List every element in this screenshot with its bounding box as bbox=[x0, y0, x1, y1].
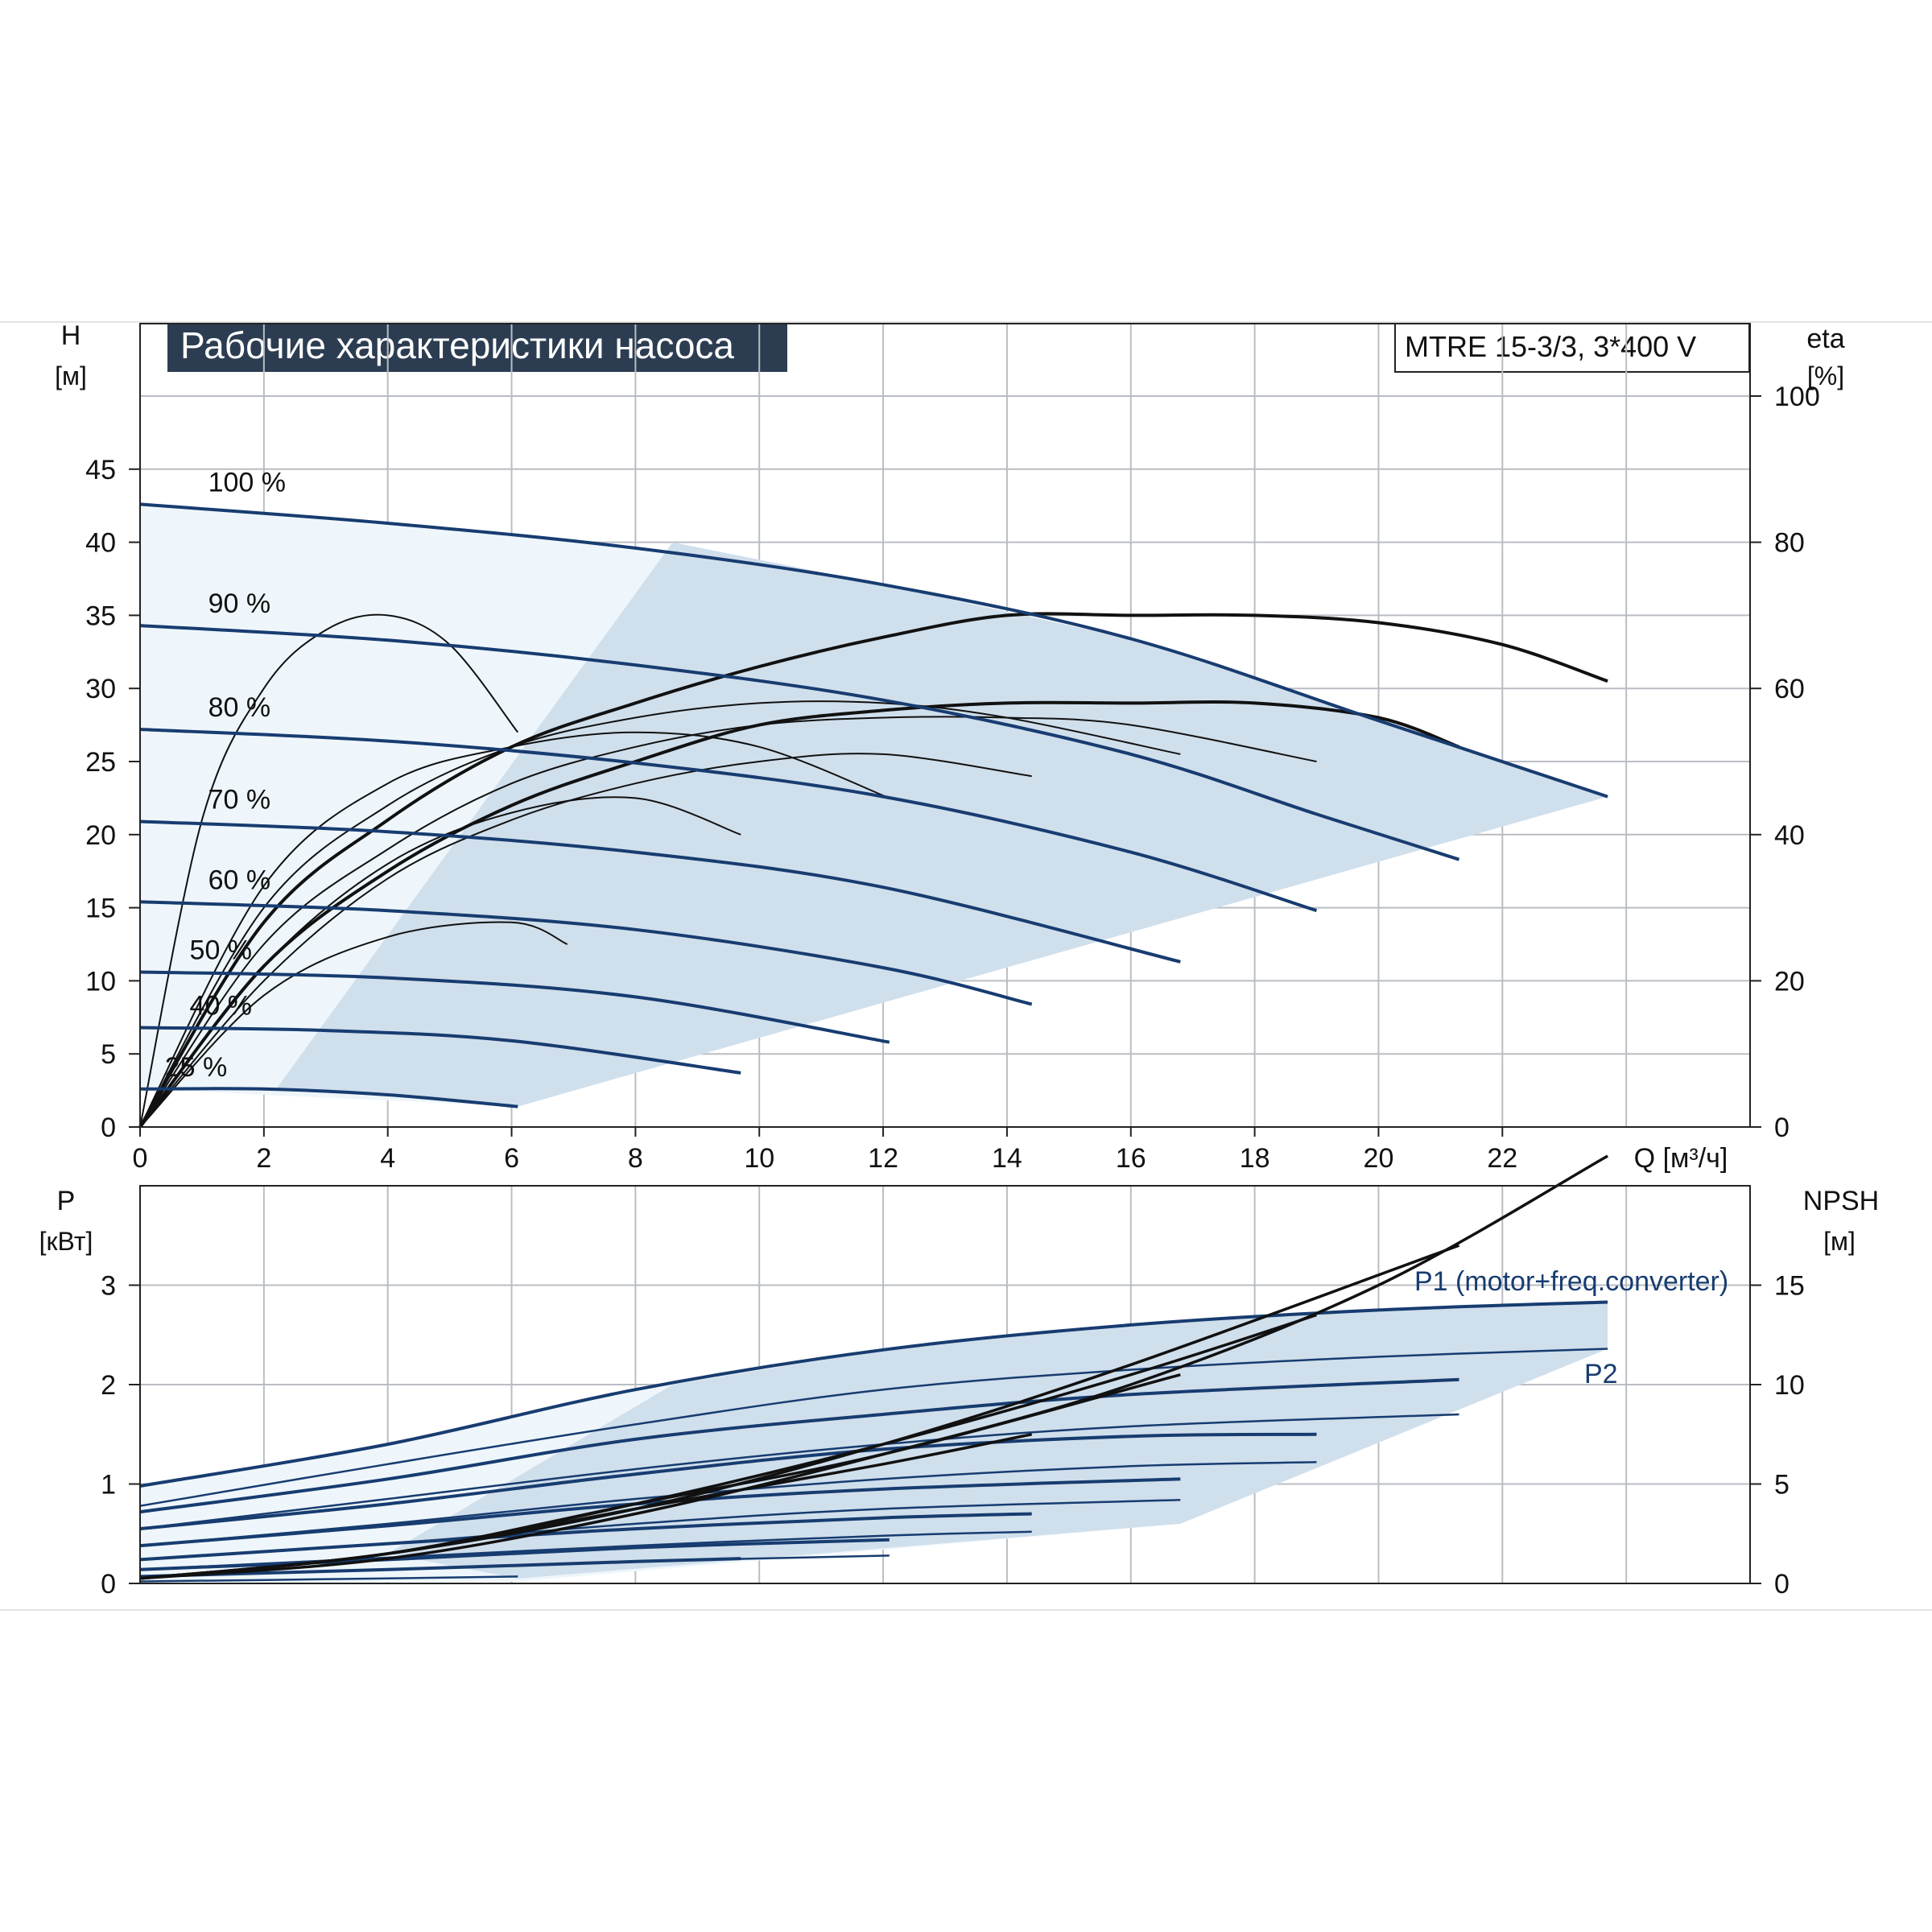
y-tick-label: 2 bbox=[101, 1370, 116, 1401]
x-tick-label: 8 bbox=[628, 1143, 643, 1174]
power-curve bbox=[139, 1413, 1459, 1530]
power-curve bbox=[139, 1432, 1317, 1531]
speed-label: 90 % bbox=[208, 588, 271, 619]
chart-title: Рабочие характеристики насоса bbox=[180, 324, 734, 366]
x-tick-label: 6 bbox=[504, 1143, 519, 1174]
speed-label: 60 % bbox=[208, 865, 271, 895]
bottom-ylabel-right: NPSH bbox=[1803, 1186, 1879, 1216]
y-right-tick-label: 40 bbox=[1774, 820, 1805, 851]
y-right-tick-label: 20 bbox=[1774, 966, 1805, 997]
npsh-curve bbox=[139, 1433, 1033, 1580]
head-curve bbox=[139, 1087, 518, 1108]
y-tick-label: 30 bbox=[85, 674, 116, 704]
y-tick-label: 3 bbox=[101, 1271, 116, 1302]
efficiency-curve bbox=[138, 612, 1608, 1129]
model-box bbox=[1394, 323, 1750, 373]
top-ylabel-right-unit: [%] bbox=[1807, 361, 1844, 390]
speed-label: 50 % bbox=[190, 935, 252, 966]
y-tick-label: 0 bbox=[101, 1569, 116, 1600]
speed-label: 80 % bbox=[208, 692, 271, 723]
bottom-ylabel-right-unit: [м] bbox=[1823, 1227, 1856, 1256]
y-right-tick-label: 5 bbox=[1774, 1470, 1790, 1501]
p2-series-label: P2 bbox=[1584, 1359, 1618, 1389]
y-tick-label: 1 bbox=[101, 1470, 116, 1501]
x-tick-label: 12 bbox=[868, 1143, 898, 1174]
efficiency-curve bbox=[139, 716, 1317, 1128]
top-xlabel: Q [м³/ч] bbox=[1634, 1143, 1728, 1174]
y-tick-label: 5 bbox=[101, 1039, 116, 1070]
bottom-axes: 0 1 2 3 0 5 10 15 bbox=[101, 1185, 1805, 1600]
speed-label: 70 % bbox=[208, 784, 271, 815]
speed-label: 100 % bbox=[208, 467, 286, 497]
efficiency-curve bbox=[139, 921, 568, 1128]
x-tick-label: 2 bbox=[256, 1143, 271, 1174]
power-curve bbox=[139, 1348, 1608, 1507]
y-right-tick-label: 100 bbox=[1774, 382, 1820, 412]
title-box bbox=[167, 324, 787, 372]
operating-range bbox=[276, 542, 1608, 1107]
head-curve bbox=[139, 970, 890, 1044]
power-curve bbox=[139, 1300, 1608, 1488]
x-tick-label: 18 bbox=[1240, 1143, 1270, 1174]
power-curve bbox=[139, 1377, 1459, 1514]
efficiency-curve bbox=[138, 700, 1460, 1129]
top-range-fill bbox=[140, 504, 1608, 1127]
y-right-tick-label: 60 bbox=[1774, 674, 1805, 704]
head-curve bbox=[139, 819, 1181, 964]
head-curves: 100 % 90 % 80 % 70 % 60 % 50 % 40 % 25 % bbox=[139, 467, 1608, 1108]
y-tick-label: 0 bbox=[101, 1113, 116, 1143]
y-tick-label: 10 bbox=[85, 966, 116, 997]
y-tick-label: 45 bbox=[85, 455, 116, 485]
bottom-ylabel-left: P bbox=[57, 1186, 76, 1216]
speed-label: 25 % bbox=[165, 1052, 228, 1083]
top-ylabel-left-unit: [м] bbox=[55, 361, 87, 390]
speed-label: 40 % bbox=[190, 991, 252, 1022]
y-tick-label: 20 bbox=[85, 820, 116, 851]
p1-series-label: P1 (motor+freq.converter) bbox=[1414, 1266, 1728, 1297]
top-ylabel-left: H bbox=[61, 320, 81, 351]
y-tick-label: 35 bbox=[85, 601, 116, 631]
x-tick-label: 0 bbox=[133, 1143, 148, 1174]
x-tick-label: 4 bbox=[380, 1143, 395, 1174]
efficiency-curve bbox=[139, 753, 1032, 1128]
head-curve bbox=[139, 624, 1460, 861]
x-tick-label: 20 bbox=[1364, 1143, 1394, 1174]
head-curve bbox=[139, 1026, 741, 1075]
x-tick-label: 16 bbox=[1116, 1143, 1146, 1174]
y-right-tick-label: 0 bbox=[1774, 1569, 1790, 1600]
top-frame bbox=[139, 323, 1751, 1128]
power-and-npsh-curves bbox=[139, 1154, 1608, 1583]
y-tick-label: 25 bbox=[85, 747, 116, 778]
efficiency-curve bbox=[139, 796, 741, 1128]
y-right-tick-label: 80 bbox=[1774, 528, 1805, 559]
y-right-tick-label: 15 bbox=[1774, 1271, 1805, 1302]
top-axes: 0 5 10 15 20 25 30 35 40 45 0 20 40 60 80 100 0 2 4 6 8 10 12 1… bbox=[85, 323, 1820, 1174]
head-curve bbox=[139, 502, 1608, 799]
head-curve bbox=[139, 900, 1033, 1006]
y-right-tick-label: 0 bbox=[1774, 1113, 1790, 1143]
y-tick-label: 40 bbox=[85, 528, 116, 559]
top-ylabel-right: eta bbox=[1806, 324, 1844, 354]
efficiency-curves bbox=[138, 612, 1608, 1129]
y-tick-label: 15 bbox=[85, 894, 116, 924]
x-tick-label: 14 bbox=[992, 1143, 1022, 1174]
power-curve bbox=[139, 1512, 1032, 1562]
power-curve bbox=[139, 1557, 741, 1579]
bottom-ylabel-left-unit: [кВт] bbox=[39, 1227, 93, 1256]
x-tick-label: 10 bbox=[744, 1143, 774, 1174]
efficiency-curve bbox=[139, 731, 890, 1128]
efficiency-curve bbox=[139, 700, 1181, 1128]
head-curve bbox=[139, 728, 1318, 913]
x-tick-label: 22 bbox=[1487, 1143, 1517, 1174]
y-right-tick-label: 10 bbox=[1774, 1370, 1805, 1401]
power-curve bbox=[139, 1575, 518, 1583]
model-label: MTRE 15-3/3, 3*400 V bbox=[1405, 330, 1696, 363]
power-curve bbox=[139, 1538, 890, 1571]
